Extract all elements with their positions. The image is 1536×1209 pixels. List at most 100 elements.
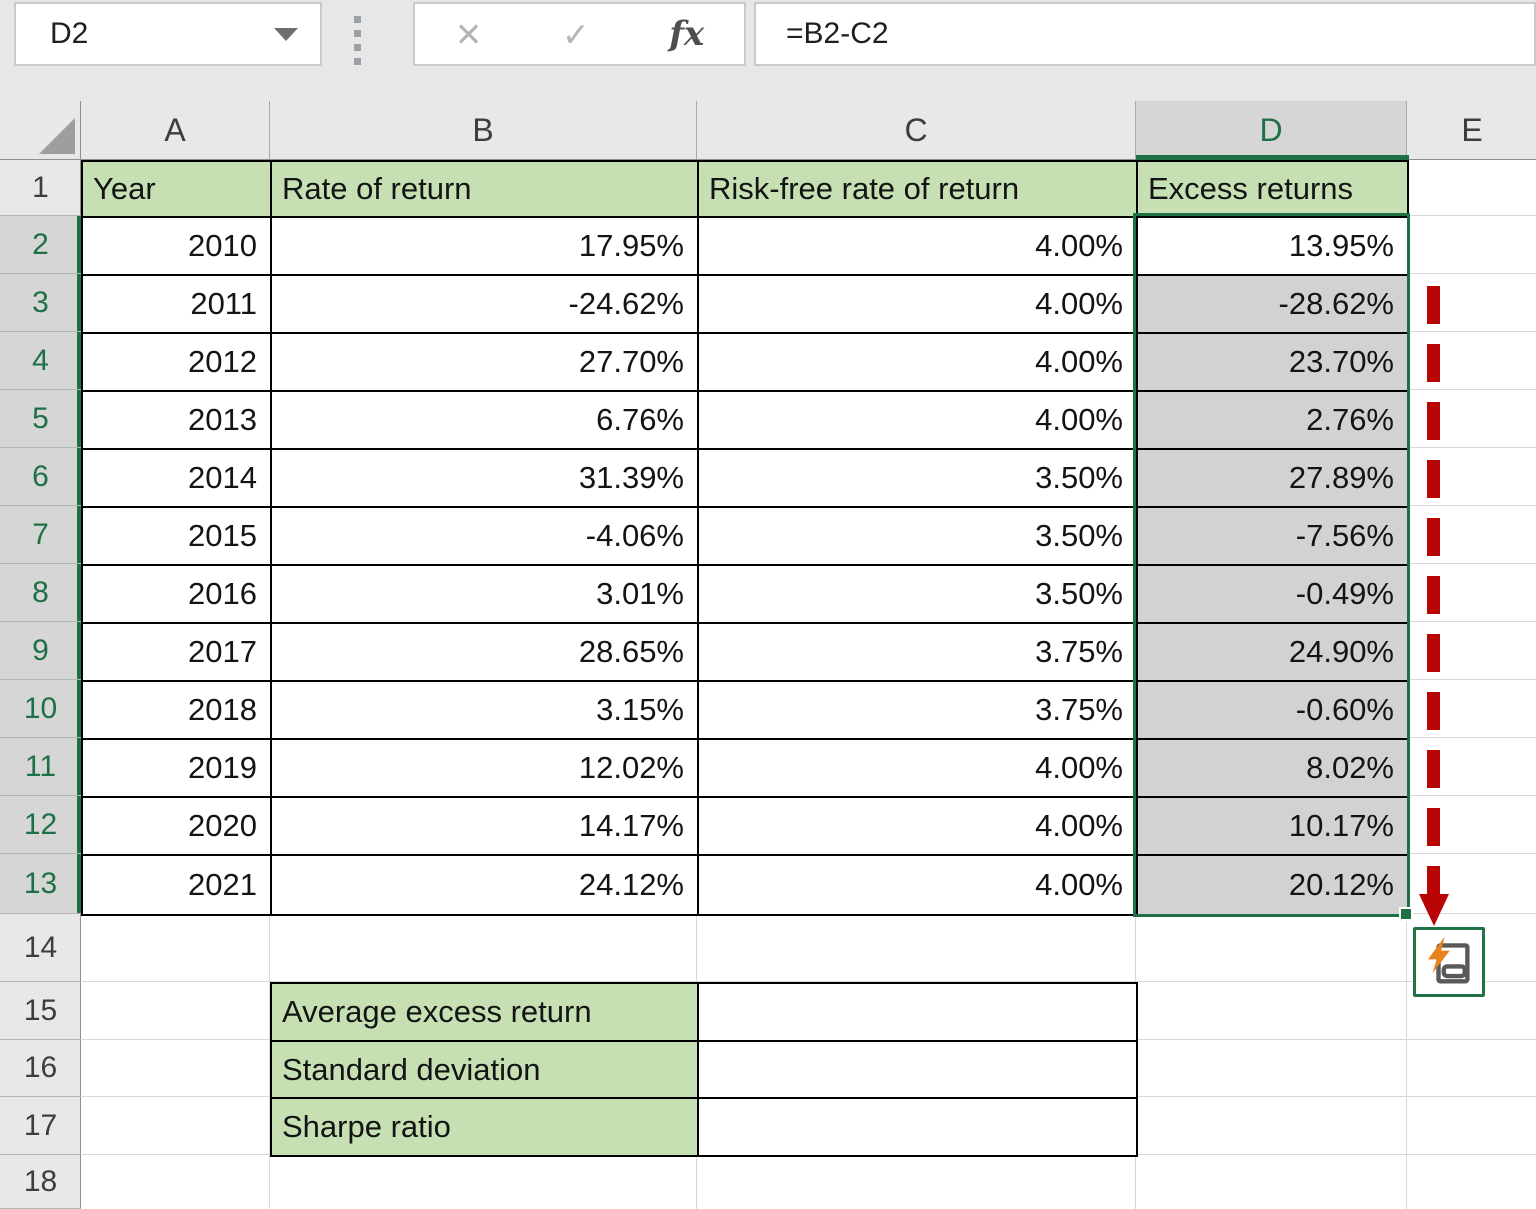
row-header-17[interactable]: 17 — [0, 1097, 81, 1155]
cell-B11[interactable]: 12.02% — [270, 738, 699, 798]
row-header-1[interactable]: 1 — [0, 160, 81, 216]
row-header-7[interactable]: 7 — [0, 506, 81, 564]
cell-D4[interactable]: 23.70% — [1136, 332, 1409, 392]
cell-D5[interactable]: 2.76% — [1136, 390, 1409, 450]
cell-B2[interactable]: 17.95% — [270, 216, 699, 276]
cell-C13[interactable]: 4.00% — [697, 854, 1138, 916]
cell-C15[interactable] — [697, 982, 1138, 1042]
cell-D3[interactable]: -28.62% — [1136, 274, 1409, 334]
cell-D13[interactable]: 20.12% — [1136, 854, 1409, 916]
grip-divider-icon — [354, 16, 361, 65]
cell-B12[interactable]: 14.17% — [270, 796, 699, 856]
row-header-10[interactable]: 10 — [0, 680, 81, 738]
cell-B13[interactable]: 24.12% — [270, 854, 699, 916]
cell-A7[interactable]: 2015 — [81, 506, 272, 566]
cell-B9[interactable]: 28.65% — [270, 622, 699, 682]
cell-B3[interactable]: -24.62% — [270, 274, 699, 334]
cell-C9[interactable]: 3.75% — [697, 622, 1138, 682]
name-box[interactable]: D2 — [14, 2, 322, 66]
select-all-corner[interactable] — [0, 101, 81, 159]
row-header-16[interactable]: 16 — [0, 1040, 81, 1097]
cell-B4[interactable]: 27.70% — [270, 332, 699, 392]
cell-C3[interactable]: 4.00% — [697, 274, 1138, 334]
row-header-9[interactable]: 9 — [0, 622, 81, 680]
cell-C16[interactable] — [697, 1040, 1138, 1099]
row-header-12[interactable]: 12 — [0, 796, 81, 854]
row-header-2[interactable]: 2 — [0, 216, 81, 274]
cell-C2[interactable]: 4.00% — [697, 216, 1138, 276]
column-header-B[interactable]: B — [270, 101, 697, 159]
column-header-D[interactable]: D — [1136, 101, 1407, 159]
cell-C8[interactable]: 3.50% — [697, 564, 1138, 624]
formula-bar-row: D2 ✕ ✓ fx =B2-C2 — [0, 0, 1536, 101]
cell-C12[interactable]: 4.00% — [697, 796, 1138, 856]
cell-A4[interactable]: 2012 — [81, 332, 272, 392]
cell-B16[interactable]: Standard deviation — [270, 1040, 699, 1099]
row-header-8[interactable]: 8 — [0, 564, 81, 622]
cell-A12[interactable]: 2020 — [81, 796, 272, 856]
column-header-C[interactable]: C — [697, 101, 1136, 159]
column-header-A[interactable]: A — [81, 101, 270, 159]
cell-D11[interactable]: 8.02% — [1136, 738, 1409, 798]
name-box-dropdown-icon[interactable] — [274, 27, 298, 41]
formula-bar[interactable]: =B2-C2 — [754, 2, 1536, 66]
flash-fill-options-button[interactable] — [1413, 927, 1485, 997]
cell-B10[interactable]: 3.15% — [270, 680, 699, 740]
row-header-3[interactable]: 3 — [0, 274, 81, 332]
cell-A13[interactable]: 2021 — [81, 854, 272, 916]
cell-D10[interactable]: -0.60% — [1136, 680, 1409, 740]
row-header-18[interactable]: 18 — [0, 1155, 81, 1209]
row-header-15[interactable]: 15 — [0, 982, 81, 1040]
cell-A2[interactable]: 2010 — [81, 216, 272, 276]
cell-D9[interactable]: 24.90% — [1136, 622, 1409, 682]
cell-B1[interactable]: Rate of return — [270, 160, 699, 218]
formula-bar-value[interactable]: =B2-C2 — [786, 17, 889, 50]
name-box-value[interactable]: D2 — [50, 17, 89, 50]
cell-B8[interactable]: 3.01% — [270, 564, 699, 624]
row-header-5[interactable]: 5 — [0, 390, 81, 448]
cell-A10[interactable]: 2018 — [81, 680, 272, 740]
cell-D6[interactable]: 27.89% — [1136, 448, 1409, 508]
red-dash — [1427, 634, 1440, 672]
cell-D7[interactable]: -7.56% — [1136, 506, 1409, 566]
cell-C7[interactable]: 3.50% — [697, 506, 1138, 566]
column-header-E[interactable]: E — [1461, 111, 1483, 148]
cell-B17[interactable]: Sharpe ratio — [270, 1097, 699, 1157]
enter-icon[interactable]: ✓ — [562, 15, 590, 53]
cancel-icon[interactable]: ✕ — [454, 15, 483, 53]
cell-C4[interactable]: 4.00% — [697, 332, 1138, 392]
row-header-13[interactable]: 13 — [0, 854, 81, 914]
gridline — [81, 981, 1536, 982]
cell-B5[interactable]: 6.76% — [270, 390, 699, 450]
cell-C17[interactable] — [697, 1097, 1138, 1157]
cell-B15[interactable]: Average excess return — [270, 982, 699, 1042]
row-header-11[interactable]: 11 — [0, 738, 81, 796]
cell-C11[interactable]: 4.00% — [697, 738, 1138, 798]
cell-C10[interactable]: 3.75% — [697, 680, 1138, 740]
row-header-6[interactable]: 6 — [0, 448, 81, 506]
cell-B7[interactable]: -4.06% — [270, 506, 699, 566]
cell-A5[interactable]: 2013 — [81, 390, 272, 450]
selected-column-underline — [1136, 155, 1409, 160]
cell-A11[interactable]: 2019 — [81, 738, 272, 798]
cell-A8[interactable]: 2016 — [81, 564, 272, 624]
column-header-strip: A B C D E — [0, 101, 1536, 160]
cell-D1[interactable]: Excess returns — [1136, 160, 1409, 218]
cell-A3[interactable]: 2011 — [81, 274, 272, 334]
cell-A6[interactable]: 2014 — [81, 448, 272, 508]
cell-D8[interactable]: -0.49% — [1136, 564, 1409, 624]
cell-C5[interactable]: 4.00% — [697, 390, 1138, 450]
cell-A9[interactable]: 2017 — [81, 622, 272, 682]
cell-D2[interactable]: 13.95% — [1136, 216, 1409, 276]
row-header-4[interactable]: 4 — [0, 332, 81, 390]
row-header-14[interactable]: 14 — [0, 914, 81, 982]
fill-handle[interactable] — [1399, 907, 1413, 921]
red-dash — [1427, 866, 1440, 894]
select-all-triangle-icon — [39, 118, 75, 154]
cell-D12[interactable]: 10.17% — [1136, 796, 1409, 856]
cell-C6[interactable]: 3.50% — [697, 448, 1138, 508]
cell-B6[interactable]: 31.39% — [270, 448, 699, 508]
insert-function-icon[interactable]: fx — [669, 14, 705, 54]
cell-A1[interactable]: Year — [81, 160, 272, 218]
cell-C1[interactable]: Risk-free rate of return — [697, 160, 1138, 218]
